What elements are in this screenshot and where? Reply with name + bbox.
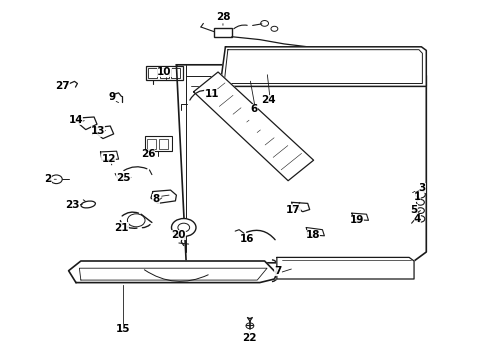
Text: 2: 2 [45, 174, 51, 184]
Text: 15: 15 [116, 324, 131, 334]
Text: 3: 3 [419, 183, 426, 193]
Text: 14: 14 [69, 114, 83, 125]
Bar [187, 101, 199, 108]
Polygon shape [176, 65, 426, 263]
Text: 11: 11 [204, 89, 219, 99]
Polygon shape [220, 47, 426, 86]
Polygon shape [151, 190, 176, 203]
Text: 8: 8 [152, 194, 159, 204]
Bar [205, 84, 217, 91]
Bar [146, 66, 183, 80]
Polygon shape [77, 117, 97, 130]
Bar [145, 136, 171, 151]
Bar [147, 139, 156, 149]
Polygon shape [352, 213, 368, 220]
Text: 9: 9 [108, 92, 115, 102]
Text: 25: 25 [116, 173, 131, 183]
Text: 18: 18 [305, 230, 320, 240]
Text: 13: 13 [91, 126, 105, 136]
Bar [160, 68, 169, 78]
Text: 23: 23 [65, 200, 80, 210]
Text: 10: 10 [157, 67, 172, 77]
Bar [148, 68, 157, 78]
Text: 5: 5 [411, 204, 417, 215]
Polygon shape [306, 228, 324, 236]
Text: 26: 26 [141, 149, 155, 159]
Text: 21: 21 [114, 222, 129, 233]
Bar [171, 68, 180, 78]
Text: 27: 27 [55, 81, 70, 91]
Polygon shape [277, 257, 414, 279]
Text: 19: 19 [349, 215, 364, 225]
Text: 16: 16 [240, 234, 255, 244]
Text: 7: 7 [274, 266, 282, 276]
Text: 28: 28 [216, 12, 230, 22]
Text: 22: 22 [242, 333, 256, 343]
Bar [159, 139, 168, 149]
Bar [214, 28, 232, 37]
Polygon shape [100, 151, 119, 160]
Polygon shape [194, 72, 314, 181]
Text: 20: 20 [172, 230, 186, 240]
Polygon shape [174, 69, 409, 256]
Text: 12: 12 [101, 154, 116, 164]
Text: 17: 17 [286, 204, 300, 215]
Text: 4: 4 [414, 214, 421, 224]
Polygon shape [292, 202, 310, 212]
Circle shape [172, 219, 196, 237]
Polygon shape [69, 261, 277, 283]
Text: 6: 6 [250, 104, 257, 114]
Text: 24: 24 [261, 95, 276, 105]
Text: 1: 1 [414, 192, 421, 202]
Polygon shape [96, 126, 114, 139]
